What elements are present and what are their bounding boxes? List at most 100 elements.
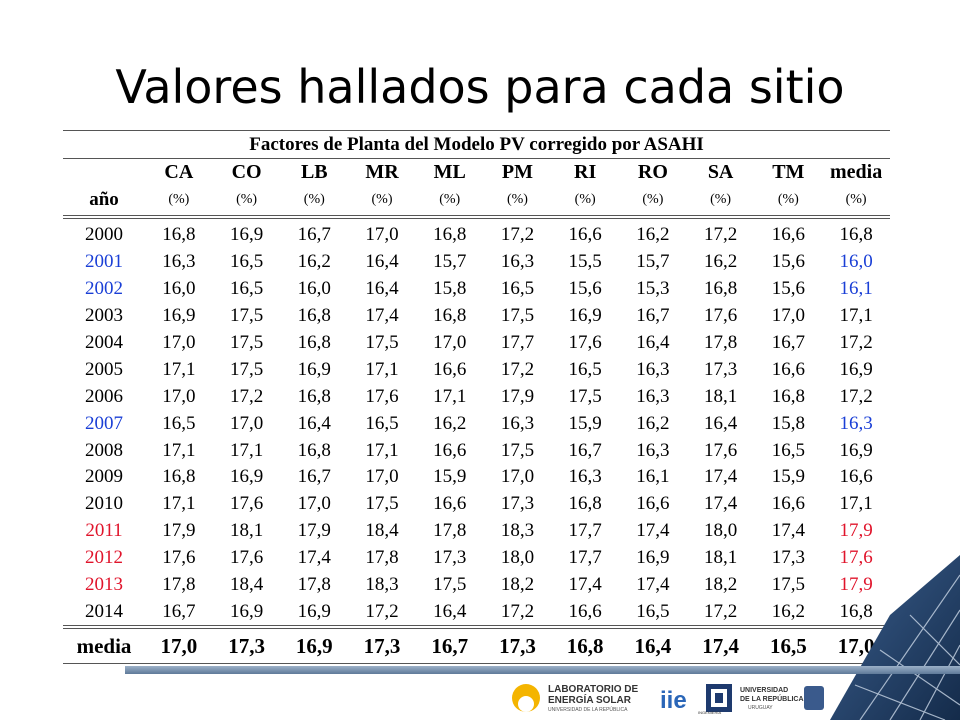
value-cell: 17,9 [500,385,535,407]
value-cell: 16,8 [297,385,331,407]
value-cell: 17,6 [365,385,399,407]
value-cell: 17,8 [365,547,399,569]
average-value-cell: 17,3 [348,625,416,665]
value-cell: 17,1 [162,493,196,515]
value-cell: 17,5 [365,332,399,353]
value-cell: 17,6 [703,439,738,461]
column-header: RO [637,160,668,183]
value-cell: 16,2 [297,251,331,273]
value-cell: 16,6 [433,439,467,461]
iie-logo-text: iie [660,687,687,714]
value-cell: 17,1 [229,439,264,461]
value-cell: 16,4 [365,278,399,300]
column-header: MR [365,160,399,183]
value-cell: 16,0 [839,251,873,273]
value-cell: 15,8 [771,412,805,434]
column-header: CA [164,160,194,183]
value-cell: 16,3 [500,251,535,273]
value-cell: 15,6 [568,278,602,300]
value-cell: 16,9 [229,466,264,488]
value-cell: 16,2 [636,412,670,434]
column-unit: (%) [415,185,484,219]
value-cell: 16,5 [500,278,535,300]
value-cell: 16,8 [433,305,467,327]
value-cell: 17,9 [839,574,873,596]
table-row: 2003 16,9 17,5 16,8 17,4 16,8 17,5 16,9 16,7 17,6… [63,303,890,330]
value-cell: 16,3 [839,412,873,434]
value-cell: 16,4 [365,251,399,273]
value-cell: 17,2 [365,600,399,622]
value-cell: 17,8 [297,574,331,596]
value-cell: 16,8 [433,224,467,246]
value-cell: 16,5 [162,412,196,434]
year-cell: 2006 [85,385,123,407]
year-cell: 2010 [85,493,123,515]
value-cell: 17,1 [839,493,873,515]
column-unit: (%) [280,185,349,219]
value-cell: 17,1 [839,305,873,327]
value-cell: 16,5 [229,251,264,273]
value-cell: 17,0 [771,305,805,327]
table-row: 2007 16,5 17,0 16,4 16,5 16,2 16,3 15,9 16,2 16,4… [63,410,890,437]
value-cell: 17,1 [162,439,196,461]
column-unit: (%) [754,185,823,219]
value-cell: 15,7 [636,251,670,273]
value-cell: 17,8 [162,574,196,596]
les-logo-text-2: ENERGÍA SOLAR [548,693,632,706]
value-cell: 18,4 [229,574,264,596]
table-row: 2005 17,1 17,5 16,9 17,1 16,6 17,2 16,5 16,3 17,3… [63,356,890,383]
table-body: 2000 16,8 16,9 16,7 17,0 16,8 17,2 16,6 16,2 17,2… [63,217,890,627]
value-cell: 17,6 [839,547,873,569]
value-cell: 17,9 [297,520,331,542]
value-cell: 16,8 [568,493,602,515]
value-cell: 16,6 [771,493,805,515]
value-cell: 16,5 [636,600,670,622]
value-cell: 17,6 [568,332,602,353]
value-cell: 17,4 [771,520,805,542]
year-cell: 2011 [85,520,123,542]
value-cell: 17,0 [162,332,196,353]
table-row: 2002 16,0 16,5 16,0 16,4 15,8 16,5 15,6 15,3 16,8… [63,276,890,303]
table-row: 2008 17,1 17,1 16,8 17,1 16,6 17,5 16,7 16,3 17,6… [63,437,890,464]
value-cell: 17,4 [365,305,399,327]
value-cell: 18,4 [365,520,399,542]
year-cell: 2001 [85,251,123,273]
column-unit: (%) [212,185,281,219]
average-value-cell: 17,0 [145,625,213,665]
table-row: 2004 17,0 17,5 16,8 17,5 17,0 17,7 17,6 16,4 17,8… [63,330,890,357]
value-cell: 16,9 [297,600,331,622]
value-cell: 16,9 [229,224,264,246]
value-cell: 17,2 [839,385,873,407]
column-header: ML [433,160,466,183]
value-cell: 16,1 [839,278,873,300]
average-value-cell: 16,7 [415,625,484,665]
les-logo-text-1: LABORATORIO DE [548,684,639,695]
value-cell: 17,2 [500,358,535,380]
value-cell: 17,9 [839,520,873,542]
value-cell: 16,9 [568,305,602,327]
value-cell: 17,2 [703,600,738,622]
column-header: PM [501,160,533,183]
value-cell: 16,7 [162,600,196,622]
value-cell: 16,5 [365,412,399,434]
year-cell: 2003 [85,305,123,327]
average-value-cell: 17,3 [483,625,552,665]
column-header: RI [574,160,597,183]
udelar-seal-icon [804,686,824,710]
value-cell: 16,6 [433,358,467,380]
value-cell: 17,3 [500,493,535,515]
value-cell: 16,8 [297,332,331,353]
value-cell: 18,3 [500,520,535,542]
value-cell: 17,4 [297,547,331,569]
value-cell: 16,6 [771,358,805,380]
value-cell: 16,8 [162,466,196,488]
value-cell: 15,9 [433,466,467,488]
value-cell: 17,4 [703,466,738,488]
value-cell: 16,2 [636,224,670,246]
value-cell: 16,3 [636,439,670,461]
value-cell: 16,9 [839,358,873,380]
value-cell: 18,2 [703,574,738,596]
table-caption: Factores de Planta del Modelo PV corregi… [63,130,890,159]
value-cell: 17,0 [229,412,264,434]
value-cell: 16,4 [636,332,670,353]
